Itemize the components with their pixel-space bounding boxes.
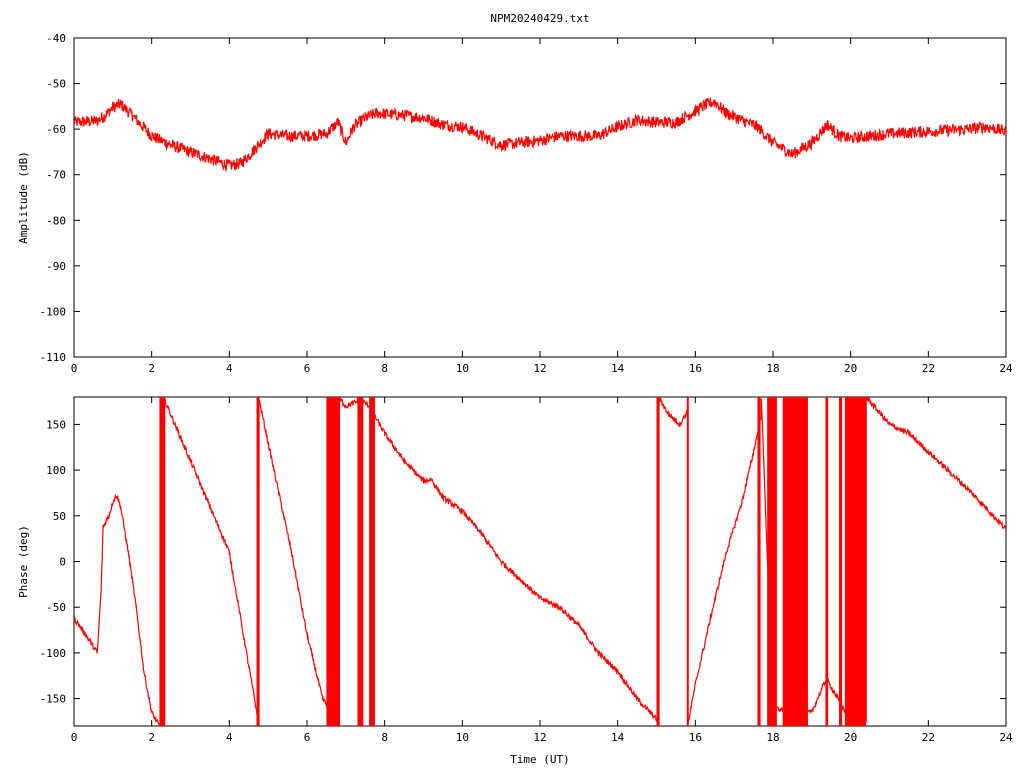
phase-wrap-band [839, 397, 843, 726]
series-line [74, 397, 1006, 726]
x-tick-label: 18 [766, 362, 779, 375]
y-tick-label: -110 [40, 351, 67, 364]
x-tick-label: 6 [304, 362, 311, 375]
y-tick-label: -70 [46, 169, 66, 182]
x-tick-label: 6 [304, 731, 311, 744]
phase-wrap-band [767, 397, 777, 726]
y-tick-label: -100 [40, 305, 67, 318]
x-tick-label: 24 [999, 362, 1013, 375]
x-tick-label: 8 [381, 362, 388, 375]
chart-title: NPM20240429.txt [490, 12, 589, 25]
amplitude-panel: 0 2 4 6 8 10 12 14 16 18 20 22 24-40-50-60-70-80-90-… [17, 12, 1013, 375]
y-tick-label: -60 [46, 123, 66, 136]
y-tick-label: 150 [46, 418, 66, 431]
x-tick-label: 22 [922, 731, 935, 744]
plot-frame [73, 37, 1007, 358]
x-tick-label: 18 [766, 731, 779, 744]
phase-wrap-band [326, 397, 341, 726]
y-tick-label: 100 [46, 464, 66, 477]
phase-wrap-band [159, 397, 166, 726]
phase-panel: 0 2 4 6 8 10 12 14 16 18 20 22 24150100500-50-100-15… [17, 396, 1013, 766]
x-axis-label: Time (UT) [510, 753, 570, 766]
phase-wrap-band [369, 397, 375, 726]
x-tick-label: 12 [533, 362, 546, 375]
series-line [74, 97, 1006, 173]
phase-wrap-band [844, 397, 867, 726]
y-tick-label: -50 [46, 601, 66, 614]
y-tick-label: 50 [53, 510, 66, 523]
x-tick-label: 14 [611, 731, 625, 744]
phase-wrap-band [782, 397, 808, 726]
x-tick-label: 10 [456, 362, 469, 375]
x-tick-label: 4 [226, 731, 233, 744]
phase-wrap-band [825, 397, 829, 726]
y-tick-label: -150 [40, 693, 67, 706]
x-tick-label: 10 [456, 731, 469, 744]
y-tick-label: -100 [40, 647, 67, 660]
x-tick-label: 16 [689, 731, 702, 744]
y-tick-label: -40 [46, 32, 66, 45]
x-tick-label: 2 [148, 731, 155, 744]
y-tick-label: -90 [46, 260, 66, 273]
y-tick-label: -80 [46, 214, 66, 227]
x-tick-label: 0 [71, 731, 78, 744]
x-tick-label: 12 [533, 731, 546, 744]
y-axis-label: Phase (deg) [17, 525, 30, 598]
x-tick-label: 16 [689, 362, 702, 375]
x-tick-label: 20 [844, 362, 857, 375]
y-axis-label: Amplitude (dB) [17, 151, 30, 244]
x-tick-label: 0 [71, 362, 78, 375]
x-tick-label: 8 [381, 731, 388, 744]
x-tick-label: 22 [922, 362, 935, 375]
y-tick-label: 0 [59, 556, 66, 569]
y-tick-label: -50 [46, 78, 66, 91]
x-tick-label: 4 [226, 362, 233, 375]
phase-wrap-band [757, 397, 761, 726]
phase-wrap-band [357, 397, 364, 726]
x-tick-label: 20 [844, 731, 857, 744]
x-tick-label: 2 [148, 362, 155, 375]
x-tick-label: 14 [611, 362, 625, 375]
x-tick-label: 24 [999, 731, 1013, 744]
